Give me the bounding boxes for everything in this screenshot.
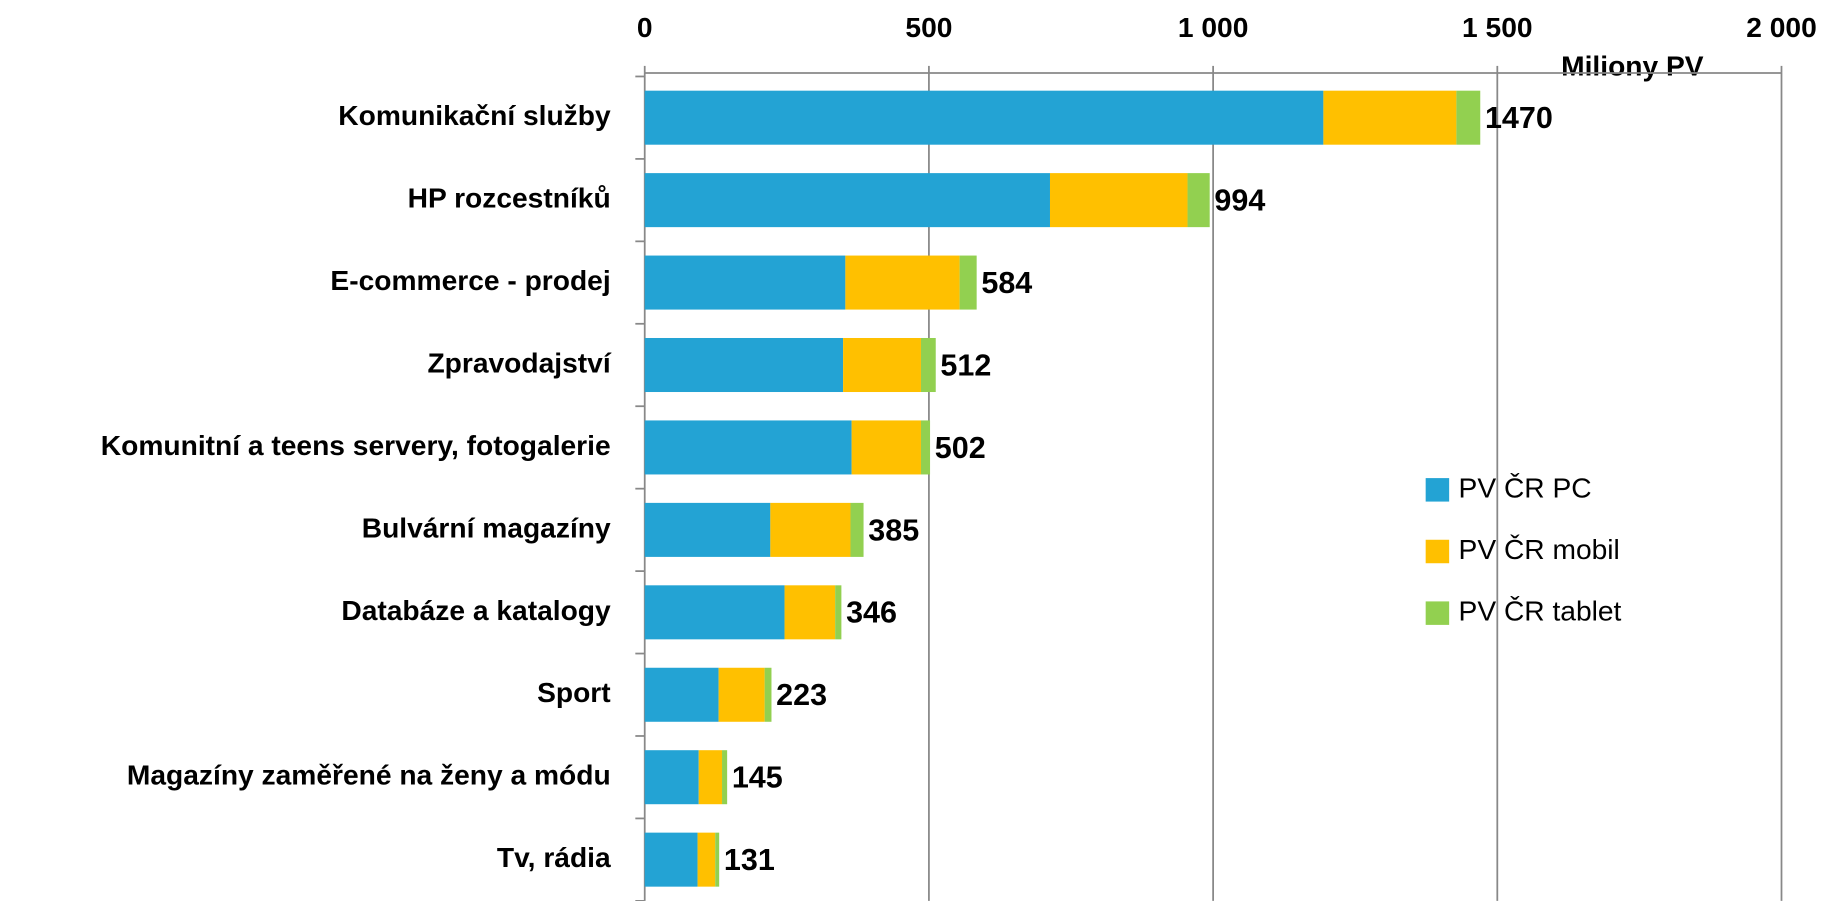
- bar-segment: [845, 255, 960, 310]
- bar-segment: [644, 90, 1324, 145]
- bar-segment: [1323, 90, 1457, 145]
- x-axis-label: Miliony PV: [1561, 50, 1704, 82]
- bar-segment: [644, 255, 846, 310]
- x-tick-label: 500: [905, 11, 952, 43]
- total-label: 502: [935, 431, 986, 465]
- bar-segment: [644, 420, 852, 475]
- y-tick-label: Komunitní a teens servery, fotogalerie: [101, 429, 611, 461]
- total-label: 131: [724, 843, 775, 877]
- legend-label: PV ČR tablet: [1459, 595, 1622, 627]
- y-tick-label: Databáze a katalogy: [341, 594, 611, 626]
- bar-segment: [1456, 90, 1481, 145]
- y-tick-label: Bulvární magazíny: [362, 511, 611, 543]
- bar-segment: [644, 667, 719, 722]
- bar-segment: [851, 420, 921, 475]
- total-label: 512: [940, 348, 991, 382]
- total-label: 145: [732, 761, 783, 795]
- bar-segment: [644, 832, 698, 887]
- bar-segment: [764, 667, 772, 722]
- total-label: 223: [776, 678, 827, 712]
- bar-segment: [784, 585, 836, 640]
- bar-segment: [920, 420, 931, 475]
- bar-segment: [843, 337, 921, 393]
- total-label: 584: [981, 266, 1032, 300]
- y-tick-label: Sport: [537, 676, 611, 708]
- legend-swatch: [1425, 478, 1450, 502]
- x-tick-label: 0: [637, 11, 653, 43]
- y-tick-label: Tv, rádia: [497, 841, 611, 873]
- bar-segment: [698, 750, 723, 805]
- bar-segment: [644, 337, 844, 393]
- bar-segment: [920, 337, 936, 393]
- total-label: 385: [868, 513, 919, 547]
- total-label: 346: [846, 596, 897, 630]
- bar-segment: [644, 173, 1050, 228]
- legend-label: PV ČR mobil: [1459, 533, 1620, 565]
- total-label: 1470: [1485, 101, 1553, 135]
- bar-segment: [1049, 173, 1188, 228]
- legend-swatch: [1425, 539, 1450, 564]
- bar-segment: [770, 502, 851, 557]
- x-tick-label: 1 500: [1462, 11, 1532, 43]
- bar-segment: [718, 667, 765, 722]
- y-tick-label: Komunikační služby: [338, 99, 611, 131]
- legend-swatch: [1425, 601, 1450, 625]
- bar-segment: [644, 502, 771, 557]
- bar-segment: [722, 750, 728, 805]
- bar-segment: [715, 832, 720, 887]
- bar-segment: [959, 255, 977, 310]
- bar-segment: [850, 502, 864, 557]
- y-tick-label: HP rozcestníků: [408, 182, 611, 214]
- y-tick-label: Zpravodajství: [427, 346, 611, 378]
- bar-segment: [1187, 173, 1210, 228]
- legend-label: PV ČR PC: [1459, 471, 1592, 503]
- y-tick-label: Magazíny zaměřené na ženy a módu: [127, 759, 611, 791]
- bar-segment: [644, 585, 785, 640]
- bar-segment: [697, 832, 716, 887]
- y-tick-label: E-commerce - prodej: [330, 264, 610, 296]
- total-label: 994: [1214, 184, 1265, 218]
- bar-segment: [644, 750, 699, 805]
- x-tick-label: 2 000: [1746, 11, 1817, 43]
- bar-segment: [835, 585, 842, 640]
- x-tick-label: 1 000: [1178, 11, 1249, 43]
